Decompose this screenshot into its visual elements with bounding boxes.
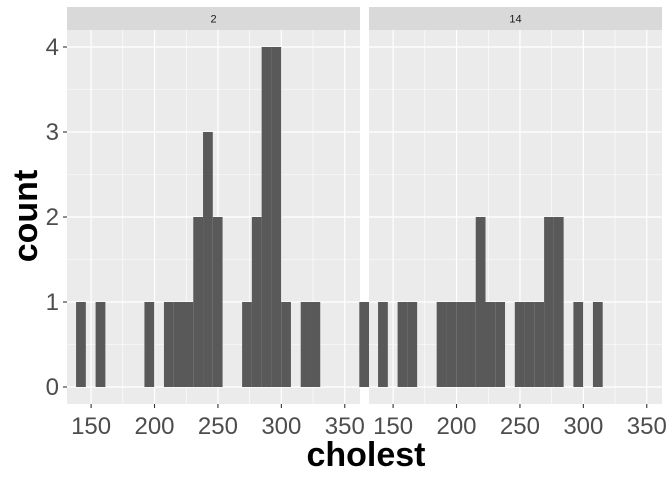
histogram-bar: [95, 302, 106, 387]
x-tick-label: 350: [627, 413, 667, 440]
histogram-bar: [592, 302, 603, 387]
facet-strip-label: 2: [210, 14, 216, 26]
histogram-bar: [163, 302, 174, 387]
histogram-bar: [495, 302, 506, 387]
y-axis-title: count: [7, 170, 45, 263]
x-tick-label: 300: [261, 413, 301, 440]
x-tick-label: 250: [198, 413, 238, 440]
facet-panel-2: 2 150 200 250 300 350: [67, 7, 370, 440]
histogram-bar: [359, 302, 370, 387]
x-tick-label: 150: [71, 413, 111, 440]
x-tick-label: 350: [325, 413, 365, 440]
histogram-bar: [300, 302, 311, 387]
y-tick-label: 3: [46, 119, 59, 146]
histogram-bar: [553, 217, 564, 387]
y-tick-label: 2: [46, 204, 59, 231]
histogram-bar: [144, 302, 155, 387]
facet-panel-14: 14 150 200 250 300 350: [369, 7, 667, 440]
histogram-bar: [281, 302, 291, 387]
y-tick-label: 4: [46, 34, 59, 61]
histogram-bar: [173, 302, 184, 387]
histogram-bar: [378, 302, 388, 387]
histogram-bar: [242, 302, 252, 387]
y-tick-label: 0: [46, 374, 59, 401]
x-tick-label: 250: [500, 413, 540, 440]
histogram-bar: [573, 302, 584, 387]
x-tick-label: 200: [134, 413, 174, 440]
x-tick-label: 200: [436, 413, 476, 440]
x-tick-label: 150: [373, 413, 413, 440]
histogram-bar: [544, 217, 554, 387]
histogram-bar: [524, 302, 535, 387]
histogram-bar: [446, 302, 457, 387]
facet-strip: [369, 7, 662, 30]
histogram-bar: [436, 302, 447, 387]
facet-strip-label: 14: [509, 14, 521, 26]
histogram-bar: [212, 217, 223, 387]
x-axis-title: cholest: [306, 436, 425, 474]
histogram-bar: [397, 302, 408, 387]
histogram-bar: [76, 302, 86, 387]
histogram-bar: [465, 302, 476, 387]
histogram-bar: [485, 302, 496, 387]
histogram-bar: [475, 217, 486, 387]
histogram-bar: [534, 302, 545, 387]
histogram-bar: [251, 217, 262, 387]
histogram-bar: [514, 302, 525, 387]
facet-strip: [67, 7, 360, 30]
y-tick-label: 1: [46, 289, 59, 316]
facet-panels: 2 150 200 250 300 350 14 150 200 250 300 350: [67, 7, 667, 440]
histogram-bar: [203, 132, 213, 387]
x-tick-label: 300: [563, 413, 603, 440]
histogram-bar: [271, 47, 282, 387]
histogram-bar: [407, 302, 418, 387]
histogram-bar: [310, 302, 321, 387]
histogram-bar: [456, 302, 466, 387]
histogram-bar: [193, 217, 204, 387]
histogram-bar: [183, 302, 194, 387]
y-axis: 0 1 2 3 4: [46, 34, 67, 401]
histogram-bar: [261, 47, 272, 387]
